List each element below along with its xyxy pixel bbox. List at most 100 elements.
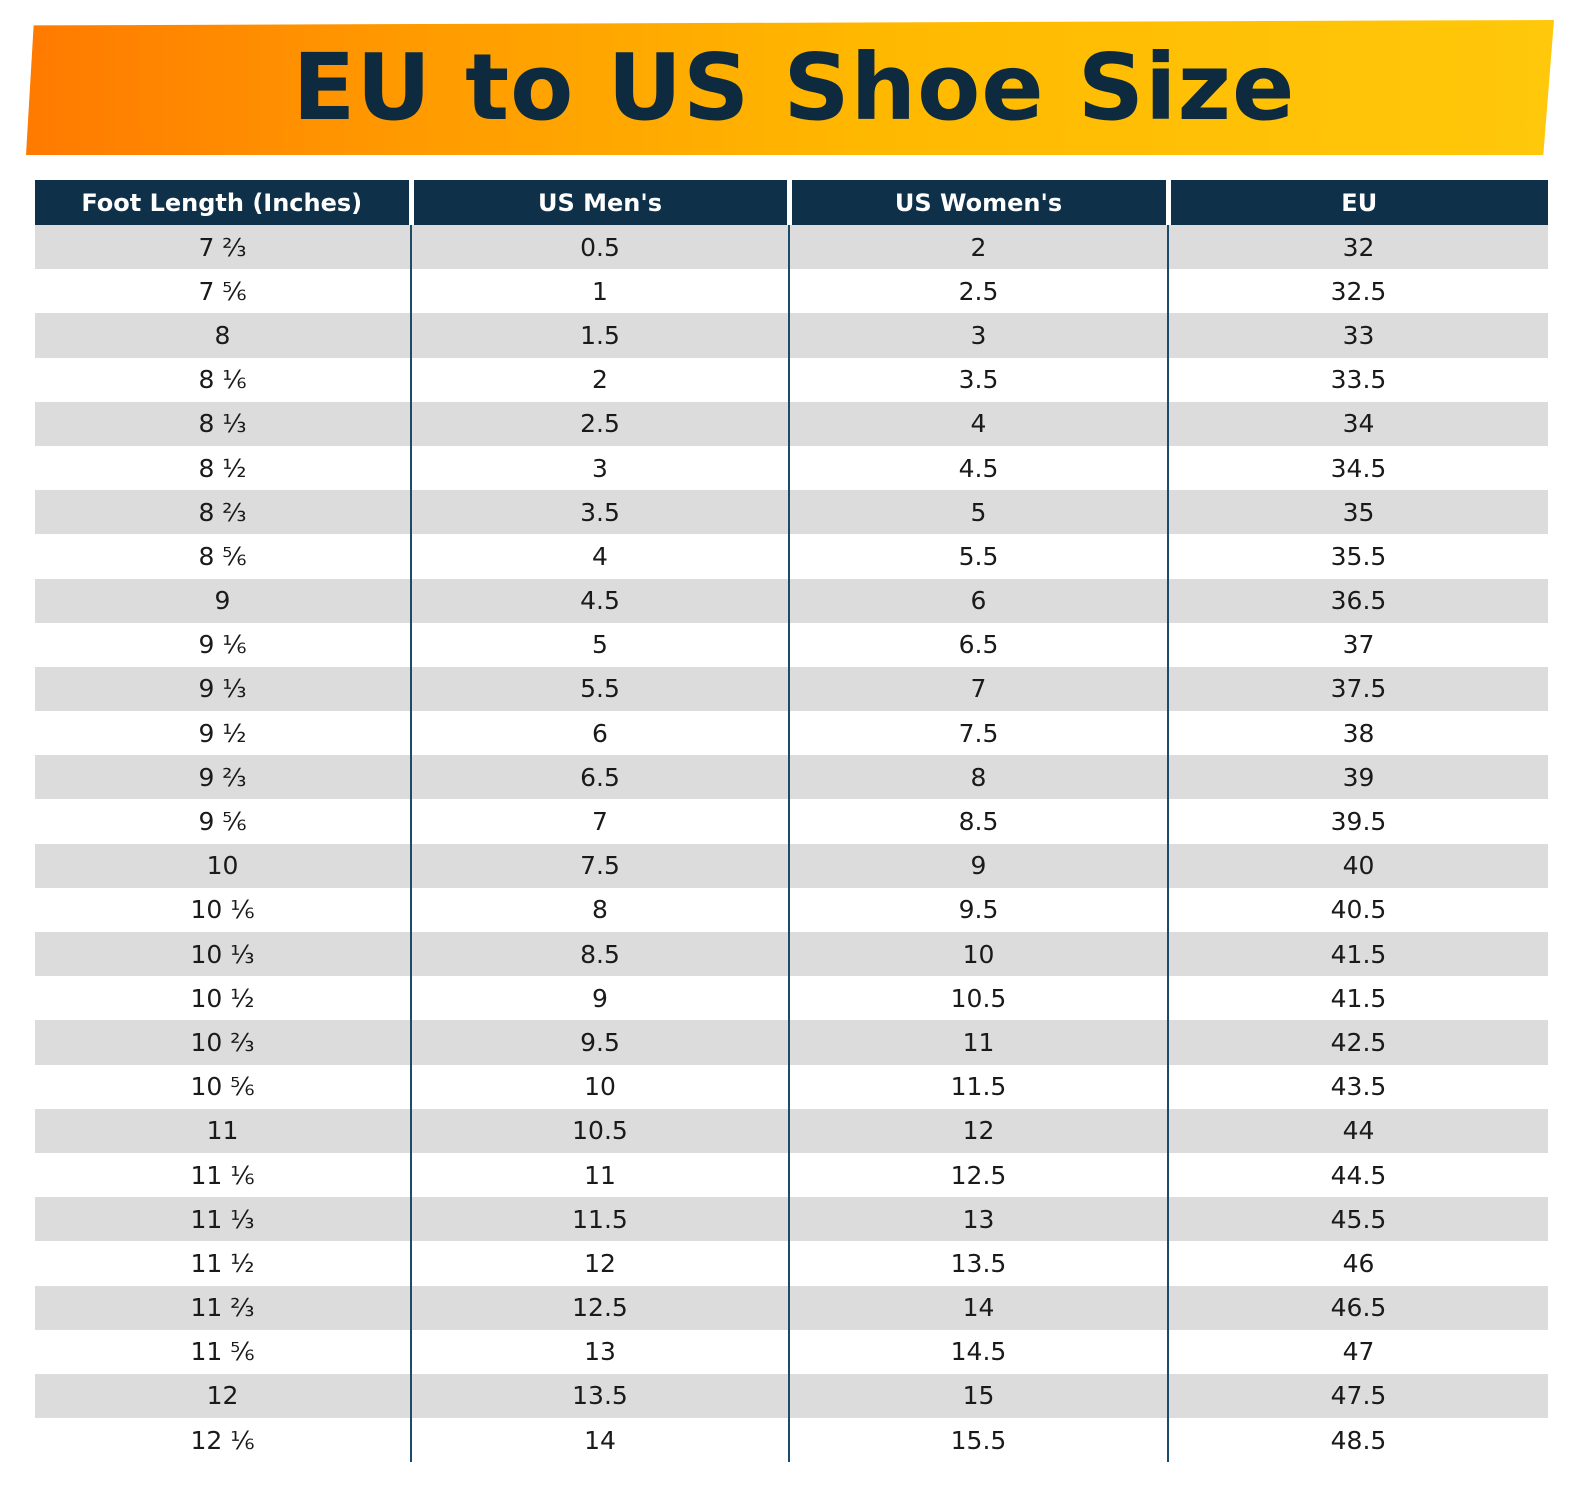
- cell-us-mens: 7.5: [410, 843, 789, 888]
- header-row: Foot Length (Inches) US Men's US Women's…: [35, 180, 1548, 225]
- cell-eu: 40.5: [1167, 887, 1548, 932]
- cell-eu: 41.5: [1167, 976, 1548, 1021]
- cell-us-mens: 10: [410, 1064, 789, 1109]
- cell-us-mens: 0.5: [410, 225, 789, 270]
- table-row: 11 ⅙ 11 12.5 44.5: [35, 1152, 1548, 1198]
- cell-us-womens: 5: [788, 490, 1168, 535]
- cell-us-womens: 8: [788, 755, 1168, 800]
- cell-us-womens: 12: [788, 1108, 1168, 1153]
- table-row: 12 ⅙ 14 15.5 48.5: [35, 1418, 1548, 1463]
- table-row: 9 ⅔ 6.5 8 39: [35, 755, 1548, 800]
- cell-foot-length: 10 ⅓: [35, 932, 411, 977]
- cell-foot-length: 10 ⅙: [35, 887, 411, 932]
- cell-eu: 39: [1167, 755, 1548, 800]
- cell-foot-length: 8: [35, 313, 411, 358]
- cell-us-womens: 9.5: [788, 887, 1168, 932]
- cell-us-womens: 7: [788, 666, 1168, 712]
- cell-us-womens: 6: [788, 578, 1168, 623]
- title-banner: [26, 20, 1554, 155]
- table-row: 10 ⅚ 10 11.5 43.5: [35, 1064, 1548, 1109]
- cell-us-mens: 5: [410, 622, 789, 667]
- cell-foot-length: 11: [35, 1108, 411, 1153]
- cell-us-mens: 4.5: [410, 578, 789, 623]
- cell-us-womens: 6.5: [788, 622, 1168, 667]
- cell-us-womens: 10: [788, 932, 1168, 977]
- cell-foot-length: 11 ⅔: [35, 1285, 411, 1330]
- cell-us-mens: 2.5: [410, 401, 789, 446]
- table-row: 7 ⅚ 1 2.5 32.5: [35, 269, 1548, 314]
- cell-eu: 43.5: [1167, 1064, 1548, 1109]
- cell-eu: 34.5: [1167, 445, 1548, 491]
- cell-eu: 34: [1167, 401, 1548, 446]
- cell-us-mens: 14: [410, 1418, 789, 1463]
- table-row: 11 ⅓ 11.5 13 45.5: [35, 1197, 1548, 1242]
- cell-us-mens: 6: [410, 711, 789, 756]
- cell-us-mens: 13.5: [410, 1373, 789, 1419]
- cell-us-mens: 4: [410, 534, 789, 579]
- table-row: 10 ⅓ 8.5 10 41.5: [35, 932, 1548, 977]
- cell-eu: 35: [1167, 490, 1548, 535]
- table-row: 9 ½ 6 7.5 38: [35, 711, 1548, 756]
- cell-eu: 48.5: [1167, 1418, 1548, 1463]
- table-body: 7 ⅔ 0.5 2 32 7 ⅚ 1 2.5 32.5 8 1.5 3 33 8 ⅙ 2 3.5 33.5 8 …: [35, 225, 1548, 1463]
- table-row: 9 4.5 6 36.5: [35, 578, 1548, 623]
- cell-eu: 41.5: [1167, 932, 1548, 977]
- table-row: 10 ½ 9 10.5 41.5: [35, 976, 1548, 1021]
- cell-eu: 38: [1167, 711, 1548, 756]
- cell-eu: 44: [1167, 1108, 1548, 1153]
- cell-us-mens: 12: [410, 1241, 789, 1286]
- cell-foot-length: 10 ⅚: [35, 1064, 411, 1109]
- header-us-womens: US Women's: [786, 180, 1168, 225]
- table-row: 7 ⅔ 0.5 2 32: [35, 225, 1548, 270]
- cell-us-womens: 8.5: [788, 799, 1168, 844]
- cell-eu: 33: [1167, 313, 1548, 358]
- cell-us-mens: 8.5: [410, 932, 789, 977]
- cell-foot-length: 11 ⅚: [35, 1329, 411, 1374]
- cell-eu: 32.5: [1167, 269, 1548, 314]
- cell-foot-length: 7 ⅚: [35, 269, 411, 314]
- cell-foot-length: 9: [35, 578, 411, 623]
- header-foot-length: Foot Length (Inches): [35, 180, 411, 225]
- cell-us-womens: 14: [788, 1285, 1168, 1330]
- table-row: 11 10.5 12 44: [35, 1108, 1548, 1153]
- table-row: 10 ⅔ 9.5 11 42.5: [35, 1020, 1548, 1065]
- cell-foot-length: 9 ⅔: [35, 755, 411, 800]
- table-row: 8 ⅓ 2.5 4 34: [35, 401, 1548, 446]
- cell-us-womens: 12.5: [788, 1152, 1168, 1198]
- cell-foot-length: 8 ⅚: [35, 534, 411, 579]
- cell-us-mens: 3: [410, 445, 789, 491]
- cell-foot-length: 7 ⅔: [35, 225, 411, 270]
- table-row: 8 ⅔ 3.5 5 35: [35, 490, 1548, 535]
- table-row: 9 ⅚ 7 8.5 39.5: [35, 799, 1548, 844]
- cell-foot-length: 8 ½: [35, 445, 411, 491]
- cell-us-mens: 8: [410, 887, 789, 932]
- cell-us-womens: 15: [788, 1373, 1168, 1419]
- table-row: 12 13.5 15 47.5: [35, 1373, 1548, 1419]
- table-row: 10 7.5 9 40: [35, 843, 1548, 888]
- cell-us-mens: 1.5: [410, 313, 789, 358]
- cell-us-womens: 15.5: [788, 1418, 1168, 1463]
- cell-us-mens: 5.5: [410, 666, 789, 712]
- cell-us-mens: 9.5: [410, 1020, 789, 1065]
- cell-foot-length: 9 ½: [35, 711, 411, 756]
- cell-foot-length: 9 ⅙: [35, 622, 411, 667]
- cell-us-womens: 3.5: [788, 357, 1168, 402]
- cell-us-mens: 2: [410, 357, 789, 402]
- table-row: 11 ⅔ 12.5 14 46.5: [35, 1285, 1548, 1330]
- cell-foot-length: 11 ⅙: [35, 1152, 411, 1198]
- cell-us-mens: 9: [410, 976, 789, 1021]
- cell-us-womens: 4: [788, 401, 1168, 446]
- cell-eu: 35.5: [1167, 534, 1548, 579]
- cell-us-womens: 14.5: [788, 1329, 1168, 1374]
- cell-foot-length: 8 ⅓: [35, 401, 411, 446]
- table-header: Foot Length (Inches) US Men's US Women's…: [35, 180, 1548, 225]
- cell-us-womens: 13.5: [788, 1241, 1168, 1286]
- cell-eu: 45.5: [1167, 1197, 1548, 1242]
- cell-foot-length: 11 ½: [35, 1241, 411, 1286]
- cell-us-mens: 3.5: [410, 490, 789, 535]
- cell-us-mens: 12.5: [410, 1285, 789, 1330]
- cell-foot-length: 11 ⅓: [35, 1197, 411, 1242]
- cell-us-mens: 10.5: [410, 1108, 789, 1153]
- table-row: 8 ⅙ 2 3.5 33.5: [35, 357, 1548, 402]
- cell-us-womens: 11.5: [788, 1064, 1168, 1109]
